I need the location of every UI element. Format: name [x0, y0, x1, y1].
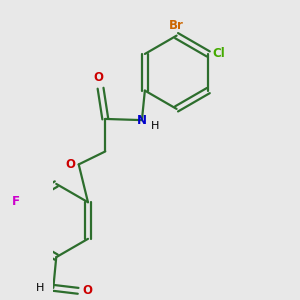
Text: F: F — [12, 194, 20, 208]
Text: Br: Br — [169, 19, 184, 32]
Text: H: H — [36, 283, 44, 293]
Text: N: N — [137, 114, 147, 127]
Text: H: H — [151, 121, 159, 131]
Text: O: O — [65, 158, 75, 171]
Text: Cl: Cl — [212, 47, 225, 61]
Text: O: O — [93, 71, 103, 84]
Text: O: O — [82, 284, 92, 297]
